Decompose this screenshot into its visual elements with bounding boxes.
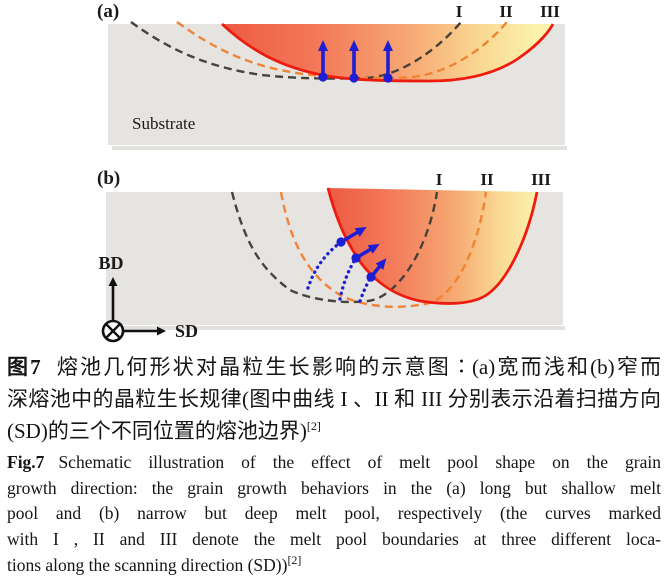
caption-zh-text-1: 熔池几何形状对晶粒生长影响的示意图∶(a)宽而浅和(b)窄而	[54, 355, 662, 379]
curve-label-I-b: I	[436, 170, 443, 189]
caption-zh-text-2: 深熔池中的晶粒生长规律(图中曲线 I 、II 和 III 分别表示沿着扫描方向	[7, 387, 661, 411]
curve-label-II-b: II	[480, 170, 494, 189]
substrate-label: Substrate	[132, 114, 195, 133]
caption-en-line-5: tions along the scanning direction (SD))…	[7, 553, 661, 579]
caption-zh-line-3: (SD)的三个不同位置的熔池边界)[2]	[7, 415, 661, 447]
figure-number-en: Fig.7	[7, 452, 45, 472]
caption-en-text-3: pool and (b) narrow but deep melt pool, …	[7, 503, 661, 524]
figure-number-zh: 图7	[7, 355, 41, 379]
panel-a-figure: (a) I II III Substrate	[97, 1, 567, 150]
caption-en-text-1: Schematic illustration of the effect of …	[58, 452, 661, 472]
curve-label-I-a: I	[456, 2, 463, 21]
boundary-curve-I-a	[130, 21, 462, 80]
caption-zh-text-3: (SD)的三个不同位置的熔池边界)	[7, 419, 307, 443]
caption-chinese: 图7 熔池几何形状对晶粒生长影响的示意图∶(a)宽而浅和(b)窄而 深熔池中的晶粒…	[7, 351, 661, 447]
boundary-curve-III-a	[221, 22, 555, 83]
boundary-curve-III-b	[326, 187, 539, 305]
caption-en-text-2: growth direction: the grain growth behav…	[7, 477, 661, 498]
grain-dot	[383, 73, 393, 83]
caption-en-line-4: with I , II and III denote the melt pool…	[7, 527, 661, 553]
panel-b-label: (b)	[97, 168, 120, 189]
sd-axis-label: SD	[175, 321, 198, 341]
grain-dot	[349, 73, 359, 83]
growth-arrow	[369, 258, 387, 279]
caption-zh-line-2: 深熔池中的晶粒生长规律(图中曲线 I 、II 和 III 分别表示沿着扫描方向	[7, 383, 661, 415]
boundary-curve-I-b	[230, 191, 439, 304]
caption-en-line-1: Fig.7 Schematic illustration of the effec…	[7, 450, 661, 476]
caption-en-line-3: pool and (b) narrow but deep melt pool, …	[7, 501, 661, 527]
substrate-shadow	[110, 326, 565, 330]
figure-captions: 图7 熔池几何形状对晶粒生长影响的示意图∶(a)宽而浅和(b)窄而 深熔池中的晶粒…	[7, 351, 661, 579]
grain-growth-arrows-b	[336, 226, 387, 282]
panel-a-label: (a)	[97, 1, 119, 22]
curve-label-II-a: II	[499, 2, 513, 21]
substrate-shadow	[112, 146, 567, 150]
curve-label-III-b: III	[531, 170, 551, 189]
caption-en-text-4: with I , II and III denote the melt pool…	[7, 529, 661, 550]
into-page-axis-icon	[101, 319, 125, 343]
trajectory-dotted-line	[306, 240, 343, 290]
growth-arrow	[355, 243, 380, 260]
caption-english: Fig.7 Schematic illustration of the effec…	[7, 450, 661, 579]
coordinate-axes: BD SD	[98, 253, 198, 343]
caption-zh-line-1: 图7 熔池几何形状对晶粒生长影响的示意图∶(a)宽而浅和(b)窄而	[7, 351, 661, 383]
caption-en-text-5: tions along the scanning direction (SD))	[7, 554, 288, 575]
curve-label-III-a: III	[540, 2, 560, 21]
grain-dot	[318, 72, 328, 82]
growth-arrow	[340, 226, 367, 244]
melt-pool-b	[328, 188, 537, 304]
caption-en-line-2: growth direction: the grain growth behav…	[7, 476, 661, 502]
boundary-curve-II-a	[176, 21, 508, 80]
reference-superscript: [2]	[287, 552, 302, 567]
reference-superscript: [2]	[306, 419, 321, 433]
bd-axis-label: BD	[98, 253, 123, 273]
grain-growth-arrows-a	[318, 40, 393, 83]
panel-b-figure: BD SD (b) I II III	[97, 168, 565, 343]
